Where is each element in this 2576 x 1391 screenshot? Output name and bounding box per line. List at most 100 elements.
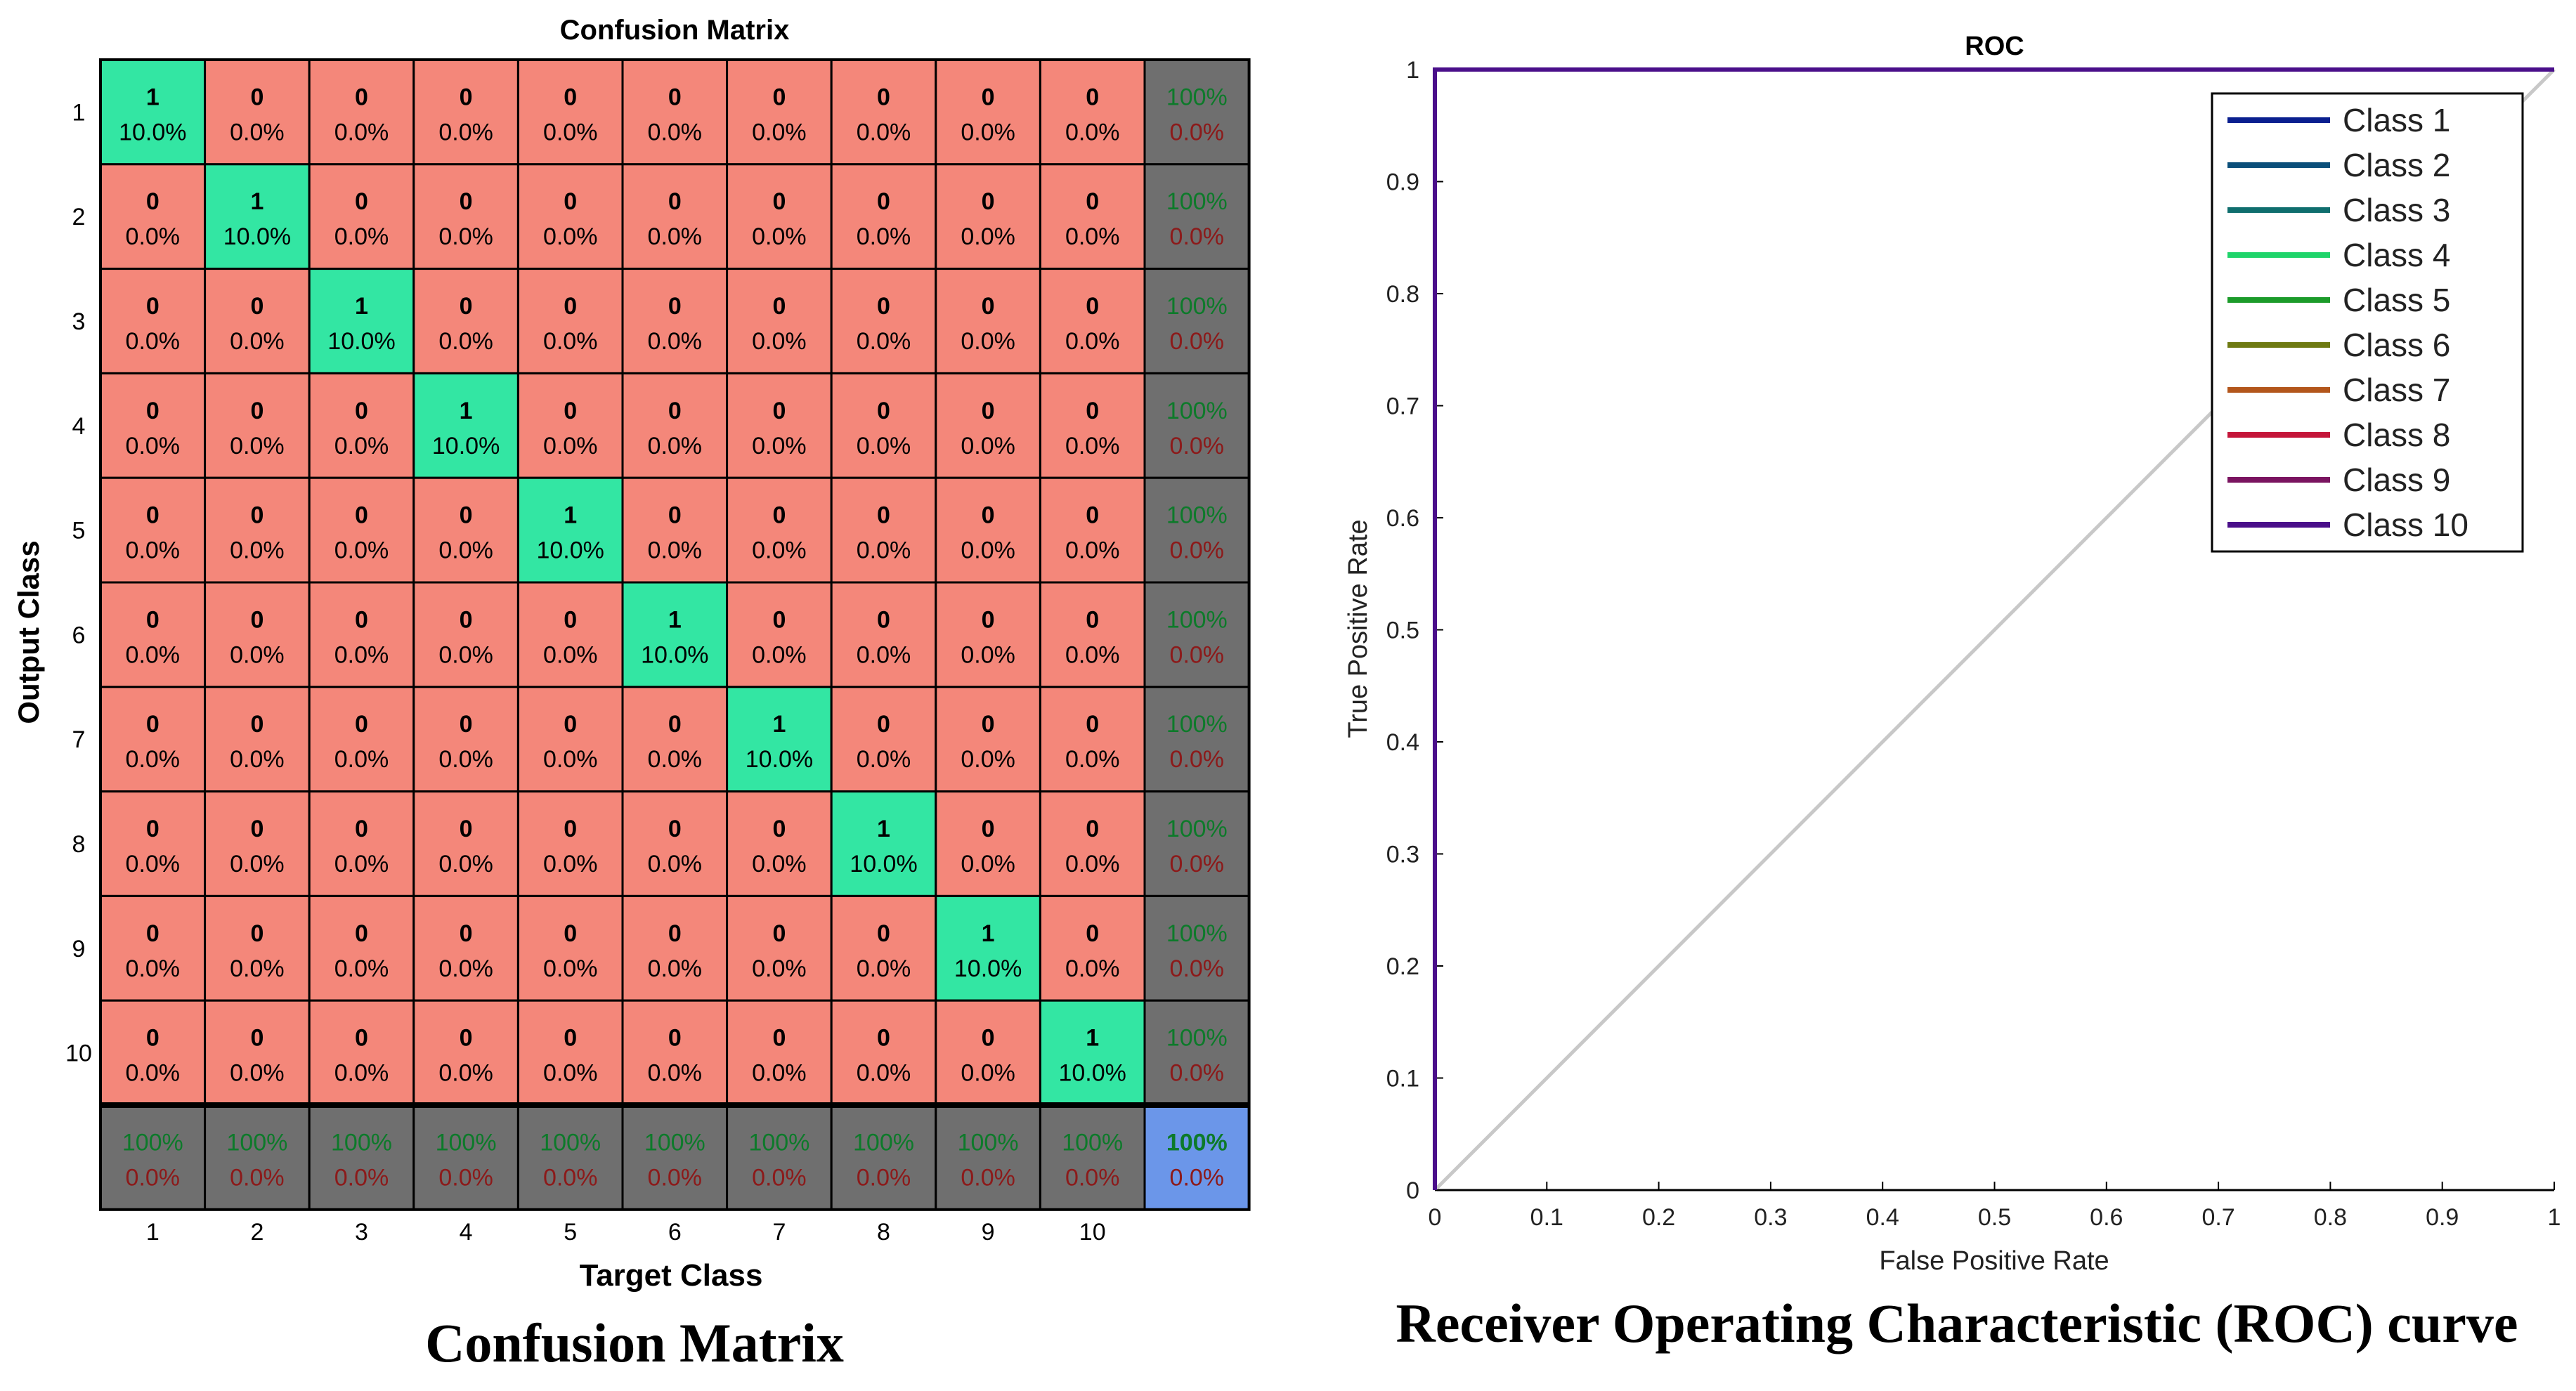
column-label: 9: [982, 1219, 995, 1246]
cell-value: 0: [877, 502, 890, 529]
cell-value: 0: [772, 84, 786, 110]
matrix-cell: [204, 581, 311, 688]
cell-percent: 0.0%: [961, 641, 1015, 668]
column-summary-cell: [412, 1104, 519, 1211]
column-label: 2: [250, 1219, 264, 1246]
cell-percent: 0.0%: [230, 433, 285, 459]
matrix-cell: [726, 476, 833, 584]
cell-value: 0: [982, 398, 995, 424]
column-label: 5: [564, 1219, 577, 1246]
cell-percent: 0.0%: [1065, 223, 1120, 250]
matrix-cell: [516, 894, 624, 1002]
cell-value: 0: [460, 920, 473, 947]
matrix-cell: [726, 894, 833, 1002]
cell-percent: 0.0%: [438, 955, 493, 982]
cell-percent: 0.0%: [334, 746, 389, 773]
confusion-matrix-xlabel: Target Class: [580, 1258, 763, 1293]
cell-value: 0: [355, 188, 368, 215]
matrix-cell: [99, 999, 207, 1106]
cell-value: 0: [772, 606, 786, 633]
cell-percent: 0.0%: [961, 746, 1015, 773]
column-summary-cell: [99, 1104, 207, 1211]
cell-value: 0: [564, 711, 577, 738]
cell-value: 0: [877, 293, 890, 320]
matrix-cell: [1039, 163, 1146, 270]
y-tick-label: 0.6: [1386, 505, 1419, 532]
matrix-cell: [935, 790, 1041, 897]
cell-percent: 0.0%: [438, 1060, 493, 1087]
cell-value: 100%: [644, 1129, 705, 1156]
matrix-cell: [99, 894, 207, 1002]
matrix-cell: [308, 268, 415, 374]
matrix-cell: [204, 999, 311, 1106]
x-tick-label: 0.9: [2426, 1204, 2459, 1231]
cell-percent: 0.0%: [752, 223, 807, 250]
cell-percent: 0.0%: [126, 328, 181, 355]
cell-value: 1: [146, 84, 160, 110]
cell-value: 0: [668, 1025, 682, 1052]
cell-percent: 0.0%: [230, 328, 285, 355]
cell-value: 0: [982, 84, 995, 110]
row-summary-cell: [1143, 894, 1251, 1002]
matrix-cell: [1039, 476, 1146, 584]
cell-value: 0: [355, 816, 368, 842]
cell-value: 0: [355, 606, 368, 633]
cell-percent: 0.0%: [438, 851, 493, 877]
matrix-cell: [1039, 894, 1146, 1002]
cell-value: 0: [355, 84, 368, 110]
column-summary-cell: [726, 1104, 833, 1211]
cell-percent: 0.0%: [1065, 641, 1120, 668]
cell-value: 0: [877, 398, 890, 424]
cell-percent: 0.0%: [126, 223, 181, 250]
matrix-cell: [204, 686, 311, 793]
cell-value: 0: [564, 606, 577, 633]
cell-value: 0: [772, 816, 786, 842]
cell-percent: 0.0%: [752, 955, 807, 982]
matrix-cell: [99, 476, 207, 584]
cell-percent: 0.0%: [648, 537, 703, 564]
cell-value: 0: [1086, 920, 1099, 947]
cell-percent: 0.0%: [334, 851, 389, 877]
x-tick-label: 0.1: [1530, 1204, 1563, 1231]
cell-value: 0: [460, 84, 473, 110]
matrix-cell: [204, 790, 311, 897]
cell-value: 100%: [748, 1129, 809, 1156]
matrix-cell: [412, 686, 519, 793]
matrix-cell: [621, 58, 729, 166]
matrix-cell: [412, 372, 519, 479]
cell-percent: 0.0%: [961, 851, 1015, 877]
cell-value: 0: [982, 188, 995, 215]
matrix-cell: [726, 581, 833, 688]
cell-value: 1: [772, 711, 786, 738]
cell-percent: 0.0%: [648, 223, 703, 250]
matrix-cell: [1039, 58, 1146, 166]
cell-value: 0: [250, 816, 264, 842]
cell-value: 0: [564, 398, 577, 424]
cell-value: 0: [982, 816, 995, 842]
cell-percent: 0.0%: [334, 537, 389, 564]
cell-percent: 0.0%: [857, 955, 911, 982]
cell-value: 100%: [1166, 920, 1228, 947]
cell-percent: 0.0%: [543, 746, 598, 773]
cell-percent: 0.0%: [543, 641, 598, 668]
row-summary-cell: [1143, 999, 1251, 1106]
cell-percent: 0.0%: [438, 537, 493, 564]
cell-value: 0: [1086, 293, 1099, 320]
y-tick-label: 0.4: [1386, 729, 1419, 756]
matrix-cell: [308, 686, 415, 793]
matrix-cell: [308, 163, 415, 270]
cell-value: 0: [355, 1025, 368, 1052]
cell-percent: 0.0%: [857, 433, 911, 459]
matrix-cell: [621, 163, 729, 270]
cell-percent: 0.0%: [1170, 1060, 1225, 1087]
column-summary-cell: [935, 1104, 1041, 1211]
x-tick-label: 0: [1429, 1204, 1442, 1231]
matrix-cell: [935, 581, 1041, 688]
matrix-cell: [516, 686, 624, 793]
x-tick-label: 0.6: [2090, 1204, 2123, 1231]
cell-value: 0: [668, 816, 682, 842]
matrix-cell: [516, 372, 624, 479]
cell-value: 0: [668, 293, 682, 320]
cell-percent: 0.0%: [961, 537, 1015, 564]
cell-percent: 0.0%: [1170, 955, 1225, 982]
